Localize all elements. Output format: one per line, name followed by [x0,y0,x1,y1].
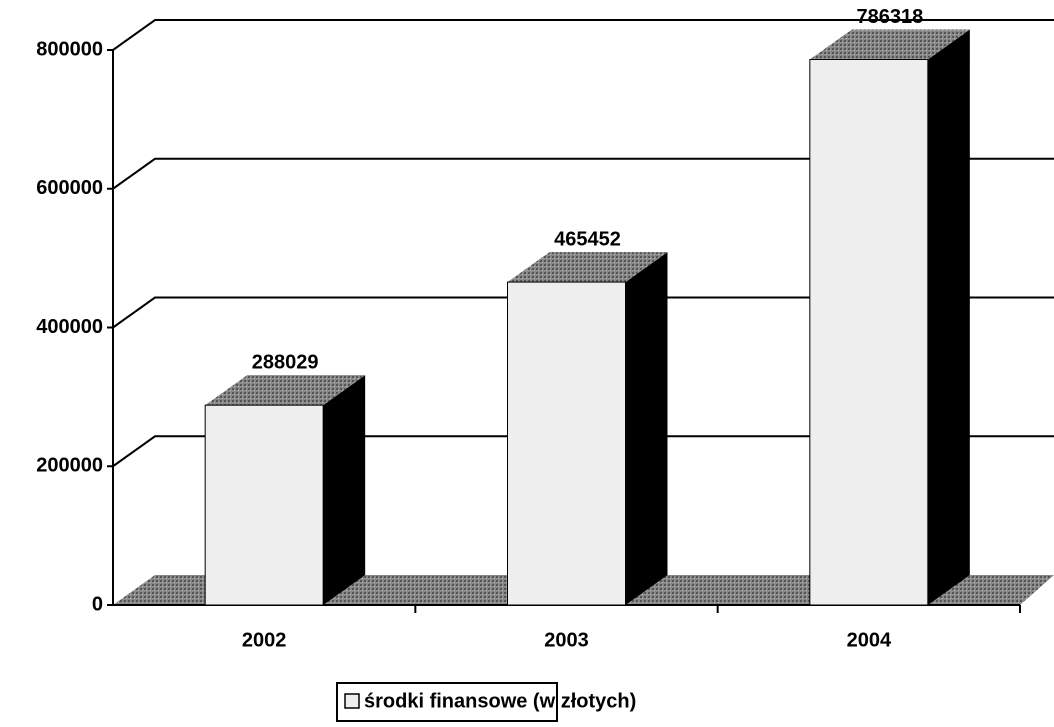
y-tick-label: 800000 [36,38,103,60]
bar [204,404,324,606]
x-tick-label: 2003 [544,629,589,651]
y-tick-label: 400000 [36,316,103,338]
bar [507,281,626,606]
bar-side [927,29,970,606]
value-label: 786318 [856,6,923,28]
y-tick-label: 0 [92,593,103,615]
bar-side [323,375,366,605]
y-tick-label: 200000 [36,455,103,477]
bar-top [205,375,366,406]
grid-line [112,157,1054,190]
y-tick-label: 600000 [36,177,103,199]
bar-side [625,252,668,605]
value-label: 465452 [554,228,621,250]
value-label: 288029 [252,351,319,373]
bar [809,58,929,606]
legend-swatch [344,693,360,709]
grid-line [112,19,1054,51]
grid-line [112,296,1054,329]
bar-top [809,29,970,60]
legend-label: środki finansowe (w złotych) [364,690,636,712]
grid-line [112,435,1054,468]
x-tick-label: 2004 [847,629,892,651]
bar-top [507,252,668,283]
legend-box [336,682,558,722]
x-tick-label: 2002 [242,629,287,651]
